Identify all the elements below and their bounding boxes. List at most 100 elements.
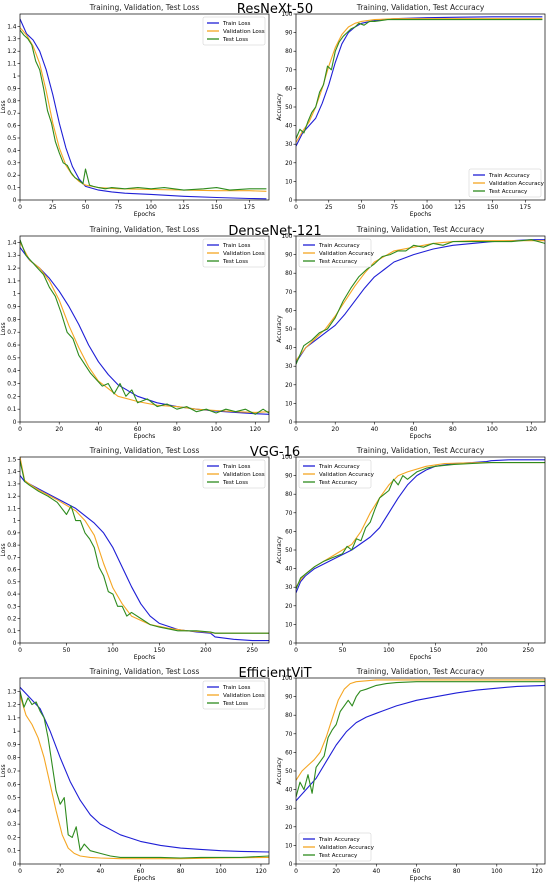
model-title-efficientvit: EfficientViT [238,666,312,681]
y-tick-label: 40 [285,346,293,352]
y-tick-label: 0.1 [7,629,17,635]
series-line-train [20,686,269,853]
x-tick-label: 0 [18,647,22,654]
x-tick-label: 25 [325,204,333,211]
x-tick-label: 0 [294,868,298,875]
series-line-test [296,19,543,139]
y-tick-label: 1.4 [7,240,17,246]
legend-label: Validation Loss [223,472,265,478]
x-tick-label: 150 [487,204,499,211]
y-tick-label: 1.3 [7,253,17,259]
x-axis-label: Epochs [410,875,432,882]
y-tick-label: 20 [285,161,293,167]
y-tick-label: 0.9 [7,742,17,748]
chart-title: Training, Validation, Test Accuracy [356,3,485,12]
legend-label: Test Loss [222,701,248,707]
y-tick-label: 80 [285,49,293,55]
y-tick-label: 0.1 [7,407,17,413]
y-tick-label: 0.6 [7,124,17,130]
x-axis-label: Epochs [410,654,432,661]
model-title-vgg16: VGG-16 [249,445,301,460]
y-tick-label: 1.1 [7,506,17,512]
y-tick-label: 0.5 [7,796,17,802]
series-line-test [20,460,269,634]
y-tick-label: 10 [285,401,293,407]
y-tick-label: 1.1 [7,716,17,722]
y-tick-label: 50 [285,769,293,775]
series-line-test [20,691,269,859]
y-tick-label: 50 [285,105,293,111]
plot-frame [19,456,270,644]
legend: Train Accuracy Validation Accuracy Test Ac… [298,238,375,268]
y-axis-label: Loss [0,543,7,556]
y-tick-label: 0.6 [7,782,17,788]
y-tick-label: 0.8 [7,317,17,323]
plot-frame [19,13,270,201]
legend-label: Train Accuracy [318,464,360,470]
x-tick-label: 0 [18,204,22,211]
y-tick-label: 0.3 [7,382,17,388]
legend-label: Test Loss [222,480,248,486]
y-tick-label: 90 [285,695,293,701]
x-tick-label: 80 [177,868,185,875]
chart-panel-3: Training, Validation, Test Accuracy 0 20 40… [276,225,546,440]
legend: Train Accuracy Validation Accuracy Test Ac… [298,459,375,489]
y-tick-label: 0.8 [7,99,17,105]
y-tick-label: 10 [285,622,293,628]
y-tick-label: 100 [281,234,292,240]
x-tick-label: 150 [430,647,442,654]
legend: Train Loss Validation Loss Test Loss [202,16,266,46]
chart-panel-4: Training, Validation, Test Loss 0 50 100 150… [0,446,270,661]
x-tick-label: 150 [211,204,223,211]
y-tick-label: 0 [289,641,293,647]
y-axis-label: Loss [0,100,7,113]
y-tick-label: 20 [285,825,293,831]
legend-box [468,168,542,198]
y-tick-label: 0.2 [7,617,17,623]
y-tick-label: 0.5 [7,136,17,142]
y-tick-label: 40 [285,567,293,573]
series-line-train [296,684,545,802]
y-tick-label: 0 [13,641,17,647]
x-tick-label: 75 [390,204,398,211]
y-tick-label: 10 [285,843,293,849]
legend-label: Train Accuracy [318,243,360,249]
legend-label: Train Accuracy [488,173,530,179]
x-tick-label: 60 [134,426,142,433]
y-tick-label: 80 [285,271,293,277]
y-tick-label: 1.3 [7,689,17,695]
series-line-test [296,681,545,798]
y-tick-label: 0.6 [7,343,17,349]
legend-label: Test Accuracy [318,853,358,859]
model-title-densenet121: DenseNet-121 [228,224,322,239]
y-tick-label: 0.3 [7,822,17,828]
x-tick-label: 50 [339,647,347,654]
y-tick-label: 0.9 [7,305,17,311]
y-tick-label: 0.7 [7,111,17,117]
y-tick-label: 0.4 [7,148,17,154]
y-tick-label: 90 [285,253,293,259]
y-tick-label: 60 [285,750,293,756]
y-tick-label: 70 [285,732,293,738]
y-tick-label: 90 [285,474,293,480]
x-tick-label: 20 [55,426,63,433]
y-tick-label: 0.2 [7,394,17,400]
y-axis-label: Accuracy [276,757,283,785]
legend-label: Validation Loss [223,29,265,35]
x-tick-label: 0 [294,426,298,433]
x-tick-label: 120 [250,426,262,433]
x-tick-label: 125 [178,204,190,211]
legend-label: Test Loss [222,259,248,265]
legend-box [202,238,266,268]
series-line-test [296,462,545,590]
x-tick-label: 0 [18,426,22,433]
y-tick-label: 0 [13,198,17,204]
x-axis-label: Epochs [134,433,156,440]
legend-box [298,238,372,268]
y-tick-label: 80 [285,713,293,719]
y-tick-label: 0.4 [7,592,17,598]
legend-box [298,832,372,862]
y-axis-label: Accuracy [276,93,283,121]
y-axis-label: Loss [0,322,7,335]
series-line-test [296,239,545,365]
